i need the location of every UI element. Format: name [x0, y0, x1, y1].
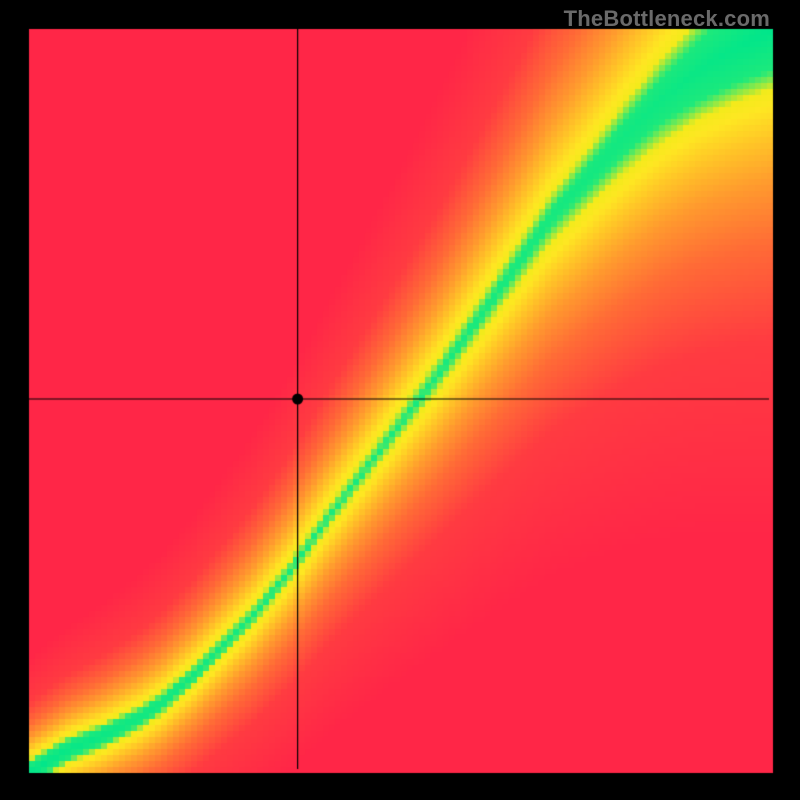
heatmap-canvas: [0, 0, 800, 800]
watermark-text: TheBottleneck.com: [564, 6, 770, 32]
chart-container: TheBottleneck.com: [0, 0, 800, 800]
